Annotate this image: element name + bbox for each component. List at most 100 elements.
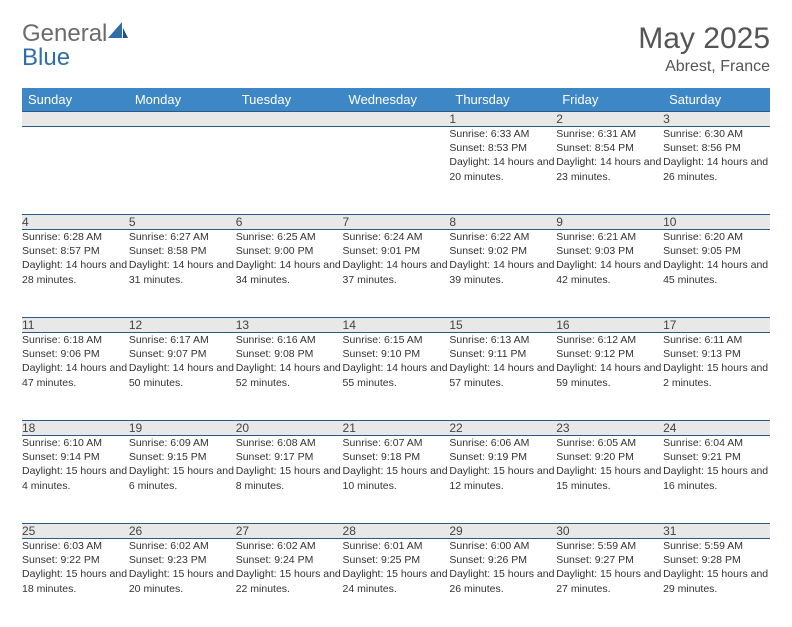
day-data-cell: Sunrise: 6:21 AMSunset: 9:03 PMDaylight:… — [556, 230, 663, 318]
day-data-cell — [129, 127, 236, 215]
daylight-text: Daylight: 15 hours and 26 minutes. — [449, 567, 556, 595]
sunset-text: Sunset: 9:19 PM — [449, 450, 556, 464]
logo: General Blue — [22, 22, 128, 70]
sunrise-text: Sunrise: 6:28 AM — [22, 230, 129, 244]
daylight-text: Daylight: 14 hours and 45 minutes. — [663, 258, 770, 286]
day-header: Monday — [129, 88, 236, 112]
title-block: May 2025 Abrest, France — [638, 22, 770, 76]
daylight-text: Daylight: 15 hours and 29 minutes. — [663, 567, 770, 595]
day-data-cell — [343, 127, 450, 215]
sunrise-text: Sunrise: 6:30 AM — [663, 127, 770, 141]
sunset-text: Sunset: 9:01 PM — [343, 244, 450, 258]
header: General Blue May 2025 Abrest, France — [22, 22, 770, 76]
day-data-cell: Sunrise: 6:12 AMSunset: 9:12 PMDaylight:… — [556, 333, 663, 421]
day-header: Saturday — [663, 88, 770, 112]
day-header: Thursday — [449, 88, 556, 112]
day-number-cell: 28 — [343, 524, 450, 539]
day-number-cell: 24 — [663, 421, 770, 436]
sunrise-text: Sunrise: 6:08 AM — [236, 436, 343, 450]
sunrise-text: Sunrise: 6:13 AM — [449, 333, 556, 347]
day-number-cell: 4 — [22, 215, 129, 230]
sunrise-text: Sunrise: 6:09 AM — [129, 436, 236, 450]
daylight-text: Daylight: 14 hours and 28 minutes. — [22, 258, 129, 286]
day-data-cell: Sunrise: 6:01 AMSunset: 9:25 PMDaylight:… — [343, 539, 450, 627]
week-data-row: Sunrise: 6:18 AMSunset: 9:06 PMDaylight:… — [22, 333, 770, 421]
week-number-row: 18192021222324 — [22, 421, 770, 436]
day-number-cell: 15 — [449, 318, 556, 333]
logo-part1: General — [22, 20, 107, 47]
day-number-cell — [22, 112, 129, 127]
sunrise-text: Sunrise: 6:20 AM — [663, 230, 770, 244]
daylight-text: Daylight: 14 hours and 39 minutes. — [449, 258, 556, 286]
sunset-text: Sunset: 9:08 PM — [236, 347, 343, 361]
sunrise-text: Sunrise: 6:07 AM — [343, 436, 450, 450]
day-data-cell: Sunrise: 5:59 AMSunset: 9:27 PMDaylight:… — [556, 539, 663, 627]
sunset-text: Sunset: 9:07 PM — [129, 347, 236, 361]
day-data-cell: Sunrise: 6:08 AMSunset: 9:17 PMDaylight:… — [236, 436, 343, 524]
day-data-cell: Sunrise: 6:28 AMSunset: 8:57 PMDaylight:… — [22, 230, 129, 318]
sunset-text: Sunset: 9:25 PM — [343, 553, 450, 567]
day-number-cell: 17 — [663, 318, 770, 333]
daylight-text: Daylight: 14 hours and 55 minutes. — [343, 361, 450, 389]
day-data-cell: Sunrise: 6:11 AMSunset: 9:13 PMDaylight:… — [663, 333, 770, 421]
sunset-text: Sunset: 8:56 PM — [663, 141, 770, 155]
day-number-cell — [343, 112, 450, 127]
daylight-text: Daylight: 15 hours and 27 minutes. — [556, 567, 663, 595]
day-data-cell: Sunrise: 6:20 AMSunset: 9:05 PMDaylight:… — [663, 230, 770, 318]
daylight-text: Daylight: 15 hours and 2 minutes. — [663, 361, 770, 389]
day-header: Friday — [556, 88, 663, 112]
day-data-cell: Sunrise: 6:15 AMSunset: 9:10 PMDaylight:… — [343, 333, 450, 421]
week-number-row: 25262728293031 — [22, 524, 770, 539]
daylight-text: Daylight: 15 hours and 16 minutes. — [663, 464, 770, 492]
day-number-cell: 16 — [556, 318, 663, 333]
daylight-text: Daylight: 15 hours and 12 minutes. — [449, 464, 556, 492]
daylight-text: Daylight: 15 hours and 22 minutes. — [236, 567, 343, 595]
sunset-text: Sunset: 9:06 PM — [22, 347, 129, 361]
sunrise-text: Sunrise: 6:04 AM — [663, 436, 770, 450]
day-data-cell: Sunrise: 6:16 AMSunset: 9:08 PMDaylight:… — [236, 333, 343, 421]
day-data-cell — [22, 127, 129, 215]
day-number-cell: 29 — [449, 524, 556, 539]
day-number-cell: 23 — [556, 421, 663, 436]
sunset-text: Sunset: 9:05 PM — [663, 244, 770, 258]
sunset-text: Sunset: 9:13 PM — [663, 347, 770, 361]
day-number-cell: 20 — [236, 421, 343, 436]
sunset-text: Sunset: 9:18 PM — [343, 450, 450, 464]
day-data-cell: Sunrise: 6:17 AMSunset: 9:07 PMDaylight:… — [129, 333, 236, 421]
sunrise-text: Sunrise: 6:01 AM — [343, 539, 450, 553]
day-header-row: Sunday Monday Tuesday Wednesday Thursday… — [22, 88, 770, 112]
day-number-cell: 14 — [343, 318, 450, 333]
sunrise-text: Sunrise: 6:02 AM — [236, 539, 343, 553]
day-number-cell: 10 — [663, 215, 770, 230]
daylight-text: Daylight: 15 hours and 8 minutes. — [236, 464, 343, 492]
daylight-text: Daylight: 15 hours and 4 minutes. — [22, 464, 129, 492]
day-data-cell: Sunrise: 6:06 AMSunset: 9:19 PMDaylight:… — [449, 436, 556, 524]
day-number-cell: 31 — [663, 524, 770, 539]
sunrise-text: Sunrise: 6:25 AM — [236, 230, 343, 244]
daylight-text: Daylight: 14 hours and 42 minutes. — [556, 258, 663, 286]
daylight-text: Daylight: 14 hours and 59 minutes. — [556, 361, 663, 389]
day-header: Sunday — [22, 88, 129, 112]
day-data-cell: Sunrise: 6:09 AMSunset: 9:15 PMDaylight:… — [129, 436, 236, 524]
day-number-cell: 30 — [556, 524, 663, 539]
day-data-cell: Sunrise: 6:30 AMSunset: 8:56 PMDaylight:… — [663, 127, 770, 215]
sunset-text: Sunset: 9:22 PM — [22, 553, 129, 567]
daylight-text: Daylight: 14 hours and 26 minutes. — [663, 155, 770, 183]
day-number-cell: 9 — [556, 215, 663, 230]
daylight-text: Daylight: 14 hours and 37 minutes. — [343, 258, 450, 286]
day-number-cell: 12 — [129, 318, 236, 333]
sunset-text: Sunset: 9:21 PM — [663, 450, 770, 464]
sunset-text: Sunset: 9:28 PM — [663, 553, 770, 567]
day-data-cell: Sunrise: 6:22 AMSunset: 9:02 PMDaylight:… — [449, 230, 556, 318]
day-data-cell: Sunrise: 6:27 AMSunset: 8:58 PMDaylight:… — [129, 230, 236, 318]
daylight-text: Daylight: 14 hours and 23 minutes. — [556, 155, 663, 183]
daylight-text: Daylight: 15 hours and 20 minutes. — [129, 567, 236, 595]
daylight-text: Daylight: 14 hours and 47 minutes. — [22, 361, 129, 389]
day-data-cell: Sunrise: 6:07 AMSunset: 9:18 PMDaylight:… — [343, 436, 450, 524]
week-number-row: 45678910 — [22, 215, 770, 230]
day-data-cell: Sunrise: 6:04 AMSunset: 9:21 PMDaylight:… — [663, 436, 770, 524]
day-number-cell: 2 — [556, 112, 663, 127]
sunrise-text: Sunrise: 6:31 AM — [556, 127, 663, 141]
sunrise-text: Sunrise: 6:02 AM — [129, 539, 236, 553]
sunrise-text: Sunrise: 6:24 AM — [343, 230, 450, 244]
